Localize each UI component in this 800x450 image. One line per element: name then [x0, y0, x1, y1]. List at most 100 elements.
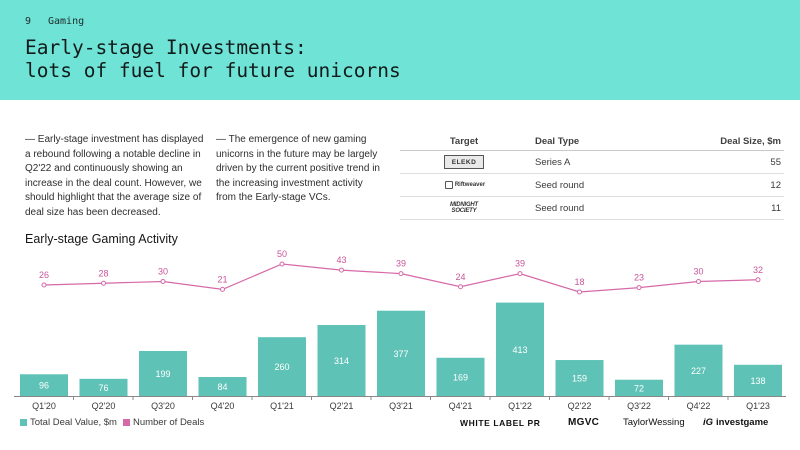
commentary-paragraph-2: — The emergence of new gaming unicorns i…	[216, 134, 380, 204]
number-of-deals-point	[220, 286, 225, 292]
number-of-deals-label: 30	[158, 267, 168, 277]
deal-value-label: 227	[691, 366, 706, 376]
deal-value-label: 260	[274, 362, 289, 372]
deal-value-bar	[139, 350, 187, 396]
deal-value-label: 314	[334, 356, 349, 366]
legend-item-number-of-deals: Number of Deals	[122, 417, 205, 428]
x-tick-label: Q4'22	[687, 401, 711, 411]
deal-value-label: 84	[217, 382, 227, 392]
legend-swatch-number-of-deals	[122, 419, 130, 426]
deal-value-bar	[79, 378, 128, 396]
page-title-line-1: Early-stage Investments:	[25, 36, 307, 59]
legend-label-number-of-deals: Number of Deals	[132, 417, 205, 428]
number-of-deals-label: 39	[515, 259, 525, 269]
chart-legend: Total Deal Value, $m Number of Deals	[20, 417, 210, 428]
number-of-deals-label: 28	[98, 268, 108, 278]
deal-value-bar	[317, 324, 366, 396]
white-label-pr-logo: WHITE LABEL PR	[460, 418, 541, 428]
number-of-deals-point	[41, 282, 47, 288]
deal-type-cell: Series A	[535, 157, 571, 168]
table-row: ELEKD Series A 55	[400, 151, 784, 174]
number-of-deals-label: 39	[396, 259, 406, 269]
deal-value-bar	[734, 364, 782, 396]
commentary-paragraph-1: — Early-stage investment has displayed a…	[25, 134, 204, 218]
x-tick-label: Q2'21	[330, 401, 354, 411]
deal-value-label: 169	[453, 372, 468, 382]
deal-value-label: 377	[393, 349, 408, 359]
number-of-deals-point	[755, 277, 761, 283]
deal-value-bar	[198, 377, 247, 396]
number-of-deals-label: 24	[455, 272, 465, 282]
x-tick-label: Q4'20	[211, 401, 235, 411]
table-row: Riftweaver Seed round 12	[400, 174, 784, 197]
deal-value-bar	[258, 337, 306, 396]
number-of-deals-point	[517, 271, 523, 277]
number-of-deals-label: 50	[277, 249, 287, 259]
number-of-deals-point	[101, 280, 106, 286]
deal-size-cell: 55	[770, 157, 781, 168]
deal-value-bar	[555, 360, 604, 396]
riftweaver-logo: Riftweaver	[440, 178, 490, 192]
x-tick-label: Q1'20	[32, 401, 56, 411]
number-of-deals-point	[636, 285, 642, 291]
x-tick-label: Q3'20	[151, 401, 175, 411]
deal-value-bar	[674, 344, 723, 396]
elekd-logo: ELEKD	[444, 155, 484, 169]
deal-value-bar	[436, 357, 485, 396]
deal-size-cell: 12	[770, 180, 781, 191]
table-row: MIDNIGHT SOCIETY Seed round 11	[400, 197, 784, 220]
page-number: 9	[25, 16, 32, 27]
riftweaver-logo-text: Riftweaver	[454, 182, 486, 188]
x-tick-label: Q1'22	[508, 401, 532, 411]
legend-item-deal-value: Total Deal Value, $m	[20, 417, 117, 428]
deal-value-label: 159	[572, 374, 587, 384]
number-of-deals-point	[458, 284, 463, 290]
deal-value-bar	[377, 310, 425, 396]
number-of-deals-point	[339, 267, 344, 273]
investgame-mark-icon: iG	[703, 417, 714, 428]
header-deal-size: Deal Size, $m	[720, 136, 781, 147]
deal-type-cell: Seed round	[535, 203, 585, 214]
x-tick-label: Q4'21	[449, 401, 473, 411]
x-tick-label: Q3'22	[627, 401, 651, 411]
chart-title: Early-stage Gaming Activity	[25, 232, 178, 246]
deal-type-cell: Seed round	[535, 180, 585, 191]
number-of-deals-label: 26	[39, 270, 49, 280]
deal-value-bar	[20, 374, 68, 396]
early-stage-activity-chart: 96 Q1'20 76 Q2'20 199 Q3'20 84 Q4'20 260 Q1'21 314…	[14, 249, 786, 411]
number-of-deals-label: 21	[217, 274, 227, 284]
investgame-logo-text: investgame	[716, 417, 769, 428]
deal-value-bar	[496, 302, 544, 396]
deal-table: Target Deal Type Deal Size, $m ELEKD Ser…	[400, 133, 784, 220]
legend-swatch-deal-value	[20, 419, 27, 426]
header-deal-type: Deal Type	[535, 136, 580, 147]
x-tick-label: Q1'21	[270, 401, 294, 411]
midnight-society-logo: MIDNIGHT SOCIETY	[449, 202, 479, 214]
page-title: Early-stage Investments: lots of fuel fo…	[25, 36, 401, 82]
deal-value-label: 199	[155, 369, 170, 379]
investgame-logo: iG investgame	[703, 417, 768, 428]
number-of-deals-label: 32	[753, 265, 763, 275]
taylorwessing-logo: TaylorWessing	[623, 417, 685, 428]
number-of-deals-point	[279, 261, 285, 267]
x-tick-label: Q2'22	[568, 401, 592, 411]
deal-table-header: Target Deal Type Deal Size, $m	[400, 133, 784, 151]
header-target: Target	[449, 136, 479, 147]
header-banner: 9 Gaming Early-stage Investments: lots o…	[0, 0, 800, 100]
deal-value-label: 72	[634, 383, 644, 393]
number-of-deals-label: 30	[693, 267, 703, 277]
number-of-deals-point	[696, 279, 701, 284]
deal-value-label: 138	[750, 376, 765, 386]
deal-size-cell: 11	[771, 203, 781, 214]
deal-value-label: 76	[98, 383, 108, 393]
mgvc-logo: MGVC	[568, 417, 600, 428]
legend-label-deal-value: Total Deal Value, $m	[30, 417, 117, 428]
x-tick-label: Q1'23	[746, 401, 770, 411]
section-label: Gaming	[48, 16, 85, 27]
page-title-line-2: lots of fuel for future unicorns	[25, 59, 401, 82]
x-tick-label: Q3'21	[389, 401, 413, 411]
number-of-deals-point	[398, 271, 404, 277]
number-of-deals-label: 23	[634, 273, 644, 283]
riftweaver-mark-icon	[444, 181, 453, 189]
number-of-deals-label: 43	[336, 255, 346, 265]
